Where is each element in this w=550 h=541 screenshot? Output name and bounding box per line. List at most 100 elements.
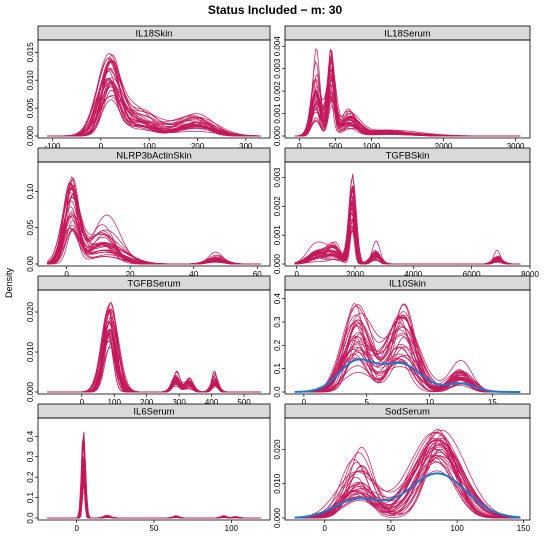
imputed-density-line [47, 334, 261, 393]
x-tick-label: 60 [253, 270, 262, 279]
imputed-density-line [47, 309, 261, 393]
x-tick-label: 100 [108, 398, 122, 407]
x-tick-label: 0 [74, 524, 79, 533]
y-tick-label: 0.4 [26, 430, 35, 442]
x-tick-label: 8000 [521, 270, 539, 279]
x-tick-label: 500 [237, 398, 251, 407]
x-tick-label: 0 [80, 398, 85, 407]
imputed-density-line [47, 322, 261, 393]
x-tick-label: 100 [225, 524, 239, 533]
density-curves [294, 303, 521, 393]
density-curves [47, 53, 261, 137]
imputed-density-line [294, 353, 521, 393]
density-curves [47, 431, 261, 519]
x-tick-label: 200 [191, 142, 205, 151]
x-tick-label: 300 [172, 398, 186, 407]
imputed-density-line [47, 330, 261, 393]
x-tick-label: 0 [302, 398, 307, 407]
imputed-density-line [294, 49, 521, 137]
y-tick-label: 0.1 [273, 363, 282, 375]
imputed-density-line [294, 210, 521, 265]
imputed-density-line [47, 319, 261, 393]
x-tick-label: 2000 [346, 270, 364, 279]
y-tick-label: 0.00 [26, 256, 35, 272]
imputed-density-line [47, 69, 261, 137]
y-tick-label: 0.000 [26, 125, 35, 146]
imputed-density-line [47, 332, 261, 393]
density-curves [47, 176, 261, 265]
x-tick-label: 300 [239, 142, 253, 151]
imputed-density-line [47, 309, 261, 393]
y-tick-label: 0.000 [273, 125, 282, 146]
observed-density-line [294, 472, 521, 519]
imputed-density-line [47, 329, 261, 393]
imputed-density-line [47, 80, 261, 137]
y-tick-label: 0.020 [273, 439, 282, 460]
x-tick-label: 150 [517, 524, 531, 533]
imputed-density-line [47, 330, 261, 393]
density-curves [294, 428, 521, 519]
y-tick-label: 0.000 [273, 507, 282, 528]
imputed-density-line [47, 344, 261, 393]
panel-il10skin: IL10Skin 0 5 10 15 0.0 0.1 0.2 0.3 0.4 [273, 275, 531, 407]
plot-frame [37, 39, 271, 139]
y-tick-label: 0.000 [273, 253, 282, 274]
plot-frame [284, 39, 531, 139]
imputed-density-line [47, 177, 261, 265]
density-curves [294, 47, 521, 137]
imputed-density-line [294, 470, 521, 519]
imputed-density-line [47, 308, 261, 393]
y-tick-label: 0.005 [26, 98, 35, 119]
imputed-density-line [294, 347, 521, 393]
imputed-density-line [294, 311, 521, 393]
panel-title: IL18Serum [384, 29, 431, 40]
panel-title: IL18Skin [136, 29, 173, 40]
imputed-density-line [47, 321, 261, 393]
imputed-density-line [47, 179, 261, 265]
imputed-density-line [294, 438, 521, 519]
x-tick-label: 500 [329, 142, 343, 151]
x-tick-label: 200 [140, 398, 154, 407]
x-tick-label: 3000 [507, 142, 525, 151]
y-tick-label: 0.015 [26, 42, 35, 63]
x-tick-label: 4000 [404, 270, 422, 279]
imputed-density-line [47, 434, 261, 519]
x-tick-label: 1000 [363, 142, 381, 151]
x-tick-label: 0 [323, 524, 328, 533]
x-tick-label: 0 [99, 142, 104, 151]
plot-frame [284, 289, 531, 395]
y-tick-label: 0.0 [273, 386, 282, 398]
x-tick-label: 6000 [463, 270, 481, 279]
panel-title: TGFBSkin [386, 151, 430, 162]
y-tick-label: 0.0 [26, 512, 35, 524]
imputed-density-line [47, 339, 261, 393]
panel-tgfbserum: TGFBSerum 0 100 200 300 400 500 0.000 0.010 0.020 [26, 275, 271, 407]
panel-tgfbskin: TGFBSkin 0 2000 4000 6000 8000 0.000 0.001 0.002… [273, 147, 539, 279]
y-tick-label: 0.05 [26, 219, 35, 235]
density-curves [294, 173, 521, 265]
imputed-density-line [47, 301, 261, 393]
imputed-density-line [294, 189, 521, 265]
imputed-density-line [47, 328, 261, 393]
x-tick-label: 100 [450, 524, 464, 533]
x-tick-label: 15 [488, 398, 497, 407]
imputed-density-line [47, 329, 261, 393]
y-axis-title: Density [4, 267, 14, 298]
imputed-density-line [47, 340, 261, 393]
y-tick-label: 0.010 [26, 341, 35, 362]
panel-title: IL10Skin [389, 279, 426, 290]
x-tick-label: 50 [150, 524, 159, 533]
panel-title: NLRP3bActinSkin [116, 151, 192, 162]
plot-frame [284, 161, 531, 267]
imputed-density-line [294, 188, 521, 265]
x-tick-label: 2000 [435, 142, 453, 151]
y-tick-label: 0.10 [26, 183, 35, 199]
y-tick-label: 0.001 [273, 225, 282, 246]
observed-density-line [294, 358, 521, 393]
y-tick-label: 0.002 [273, 196, 282, 217]
y-tick-label: 0.000 [26, 381, 35, 402]
x-tick-label: 0 [64, 270, 69, 279]
imputed-density-line [294, 438, 521, 519]
panel-il18serum: IL18Serum 0 500 1000 2000 3000 0.0000.0010.002… [273, 25, 531, 151]
